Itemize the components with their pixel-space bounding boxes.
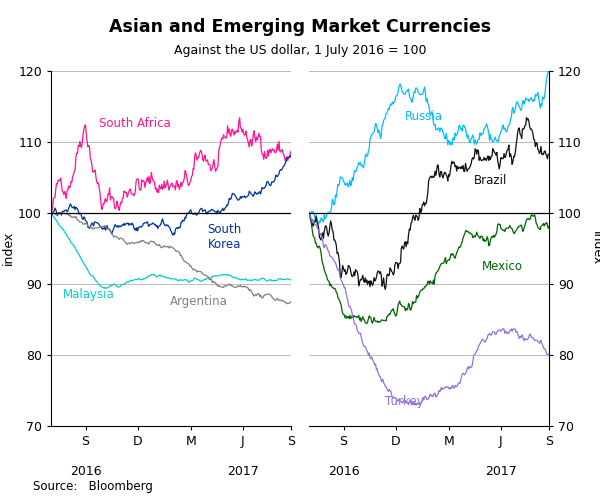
Y-axis label: index: index: [2, 231, 16, 265]
Text: Asian and Emerging Market Currencies: Asian and Emerging Market Currencies: [109, 18, 491, 36]
Text: Source:   Bloomberg: Source: Bloomberg: [33, 480, 153, 493]
Text: 2016: 2016: [328, 465, 359, 478]
Text: Mexico: Mexico: [482, 260, 523, 273]
Text: 2016: 2016: [70, 465, 101, 478]
Text: South
Korea: South Korea: [208, 223, 242, 251]
Text: South Africa: South Africa: [99, 117, 171, 131]
Text: 2017: 2017: [227, 465, 259, 478]
Text: Malaysia: Malaysia: [63, 288, 115, 301]
Text: 2017: 2017: [485, 465, 517, 478]
Text: Turkey: Turkey: [385, 395, 424, 408]
Text: Russia: Russia: [406, 110, 443, 123]
Y-axis label: index: index: [590, 231, 600, 265]
Text: Against the US dollar, 1 July 2016 = 100: Against the US dollar, 1 July 2016 = 100: [174, 44, 426, 57]
Text: Brazil: Brazil: [473, 174, 507, 187]
Text: Argentina: Argentina: [170, 295, 227, 308]
